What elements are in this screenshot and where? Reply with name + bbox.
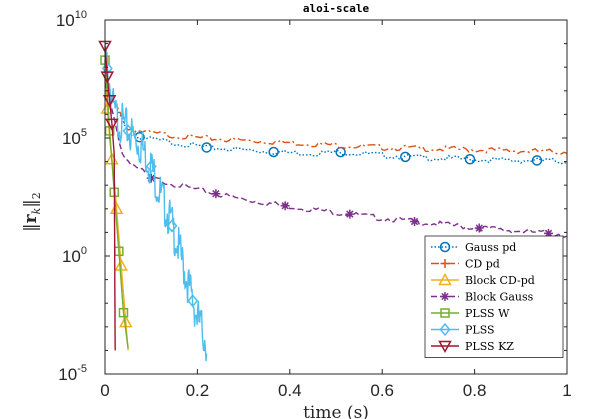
legend-label: Block CD-pd — [465, 274, 535, 287]
data-point — [145, 159, 157, 174]
data-point — [345, 209, 355, 219]
series-plss — [101, 41, 208, 362]
plot-area — [98, 19, 568, 375]
data-point — [201, 142, 212, 153]
data-point — [464, 153, 476, 165]
series-plss-kz — [98, 40, 119, 351]
legend-marker — [438, 272, 452, 286]
data-point — [146, 173, 156, 183]
x-axis-label: time (s) — [303, 403, 369, 419]
legend-label: PLSS — [465, 324, 495, 337]
legend-label: CD pd — [465, 258, 500, 271]
data-point — [544, 228, 554, 238]
data-point — [118, 307, 129, 318]
x-tick-labels: 0 0.2 0.4 0.6 0.8 1 — [100, 20, 572, 400]
y-tick-label: 10-5 — [58, 363, 87, 384]
legend-label: PLSS W — [465, 307, 510, 320]
y-tick-labels: 10-5 100 105 1010 — [56, 9, 567, 384]
y-tick-label: 100 — [62, 245, 87, 266]
legend-marker — [438, 340, 452, 354]
y-axis-label: ‖rk‖2 — [21, 192, 43, 232]
legend-marker — [439, 322, 451, 337]
data-point — [211, 189, 221, 199]
series-cd-pd — [104, 83, 568, 155]
x-tick-label: 0.4 — [278, 381, 302, 400]
data-point — [104, 126, 115, 136]
legend-item: CD pd — [431, 258, 500, 271]
y-tick-label: 1010 — [56, 9, 87, 30]
legend-label: PLSS KZ — [465, 340, 514, 353]
legend-item: Gauss pd — [431, 241, 516, 254]
data-point — [114, 258, 128, 271]
x-tick-label: 1 — [562, 381, 571, 400]
data-point — [105, 118, 119, 131]
data-point — [102, 94, 117, 108]
legend-label: Gauss pd — [465, 241, 516, 254]
x-tick-label: 0 — [100, 381, 109, 400]
data-point — [531, 155, 543, 166]
x-tick-label: 0.2 — [186, 381, 210, 400]
data-point — [122, 124, 134, 138]
data-point — [166, 219, 178, 233]
series-line — [104, 83, 568, 155]
series-line — [104, 83, 568, 165]
legend: Gauss pd CD pd Block CD-pd Block Gauss PLSS … — [424, 235, 564, 358]
legend-item: Block CD-pd — [431, 272, 535, 287]
legend-item: PLSS W — [431, 307, 510, 320]
legend-item: Block Gauss — [431, 291, 534, 304]
y-tick-label: 105 — [62, 127, 87, 148]
series-line — [104, 81, 568, 238]
x-tick-label: 0.8 — [463, 381, 487, 400]
plot-frame — [104, 19, 568, 375]
legend-marker — [440, 292, 450, 301]
legend-item: PLSS — [431, 322, 495, 337]
data-point — [410, 217, 420, 227]
data-point — [280, 201, 290, 211]
legend-marker — [439, 241, 451, 253]
data-point — [400, 151, 411, 163]
data-point — [268, 146, 279, 158]
chart-title: aloi-scale — [303, 2, 370, 15]
legend-label: Block Gauss — [465, 291, 534, 304]
x-tick-label: 0.6 — [370, 381, 394, 400]
legend-marker — [440, 308, 450, 318]
series-gauss-pd — [104, 83, 568, 166]
series-line — [104, 41, 208, 362]
data-point — [187, 294, 199, 308]
data-point — [474, 223, 484, 233]
legend-marker — [440, 259, 450, 268]
legend-item: PLSS KZ — [431, 340, 514, 354]
series-block-gauss — [104, 81, 568, 238]
